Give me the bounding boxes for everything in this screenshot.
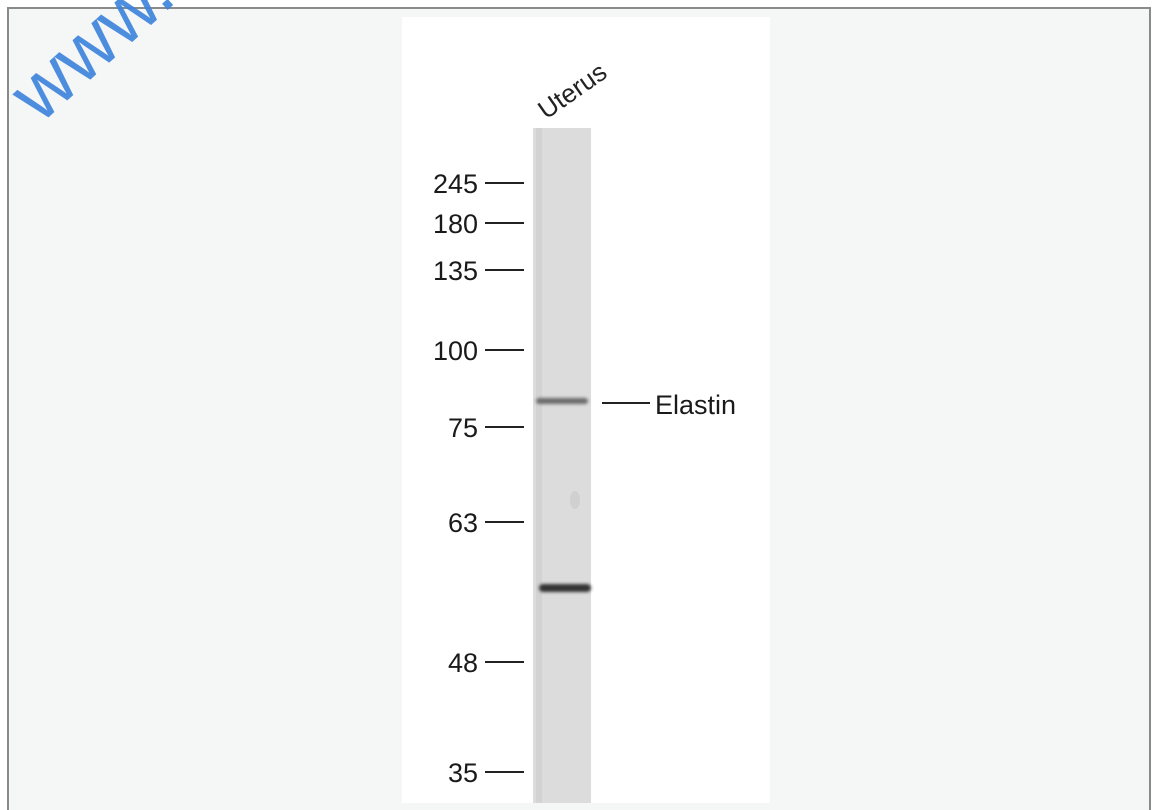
band-upper [536, 398, 588, 404]
marker-label: 63 [448, 508, 478, 538]
spot [570, 491, 580, 509]
marker-label: 75 [448, 413, 478, 443]
lane-edge [536, 128, 542, 803]
band-label: Elastin [655, 390, 736, 420]
marker-label: 35 [448, 758, 478, 788]
marker-label: 48 [448, 648, 478, 678]
page: {"figure": {"watermark": "www.sunlong", … [0, 0, 1159, 810]
marker-label: 100 [433, 336, 478, 366]
screenshot: Uterus Elastin 24518013510075634835 www.… [0, 0, 1159, 810]
marker-label: 180 [433, 209, 478, 239]
marker-label: 245 [433, 169, 478, 199]
marker-label: 135 [433, 256, 478, 286]
band-lower [539, 584, 591, 592]
